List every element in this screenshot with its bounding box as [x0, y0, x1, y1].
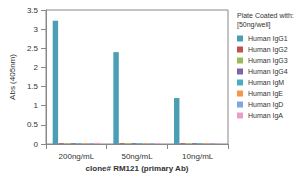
svg-text:Human IgG4: Human IgG4	[248, 68, 288, 76]
svg-text:[50ng/well]: [50ng/well]	[237, 21, 271, 29]
svg-text:Human IgE: Human IgE	[248, 90, 283, 98]
svg-text:Human IgG3: Human IgG3	[248, 57, 288, 65]
svg-text:10ng/mL: 10ng/mL	[182, 152, 214, 161]
svg-text:1.5: 1.5	[27, 82, 39, 91]
svg-text:3.5: 3.5	[27, 6, 39, 15]
svg-text:clone# RM121 (primary Ab): clone# RM121 (primary Ab)	[86, 164, 189, 173]
svg-text:0.5: 0.5	[27, 120, 39, 129]
svg-text:1: 1	[34, 101, 39, 110]
svg-text:0: 0	[34, 140, 39, 149]
svg-text:Abs (405nm): Abs (405nm)	[8, 54, 17, 100]
svg-text:50ng/mL: 50ng/mL	[121, 152, 153, 161]
svg-text:2: 2	[34, 63, 39, 72]
svg-text:Human IgG1: Human IgG1	[248, 35, 288, 43]
svg-text:Human IgA: Human IgA	[248, 112, 283, 120]
svg-text:Human IgM: Human IgM	[248, 79, 284, 87]
svg-text:Human IgG2: Human IgG2	[248, 46, 288, 54]
svg-text:Human IgD: Human IgD	[248, 101, 283, 109]
svg-text:200ng/mL: 200ng/mL	[59, 152, 95, 161]
svg-text:Plate Coated with:: Plate Coated with:	[237, 12, 294, 19]
svg-text:2.5: 2.5	[27, 44, 39, 53]
svg-text:3: 3	[34, 25, 39, 34]
